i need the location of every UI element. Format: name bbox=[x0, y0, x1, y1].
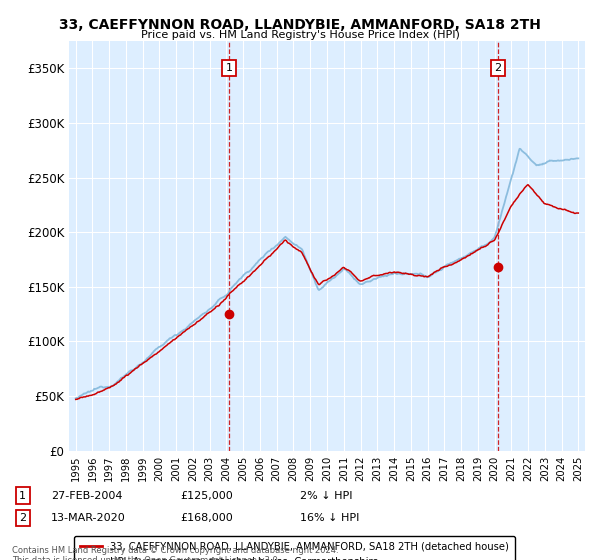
Text: 16% ↓ HPI: 16% ↓ HPI bbox=[300, 513, 359, 523]
Text: 2% ↓ HPI: 2% ↓ HPI bbox=[300, 491, 353, 501]
Text: 27-FEB-2004: 27-FEB-2004 bbox=[51, 491, 122, 501]
Text: 2: 2 bbox=[494, 63, 502, 73]
Text: 2: 2 bbox=[19, 513, 26, 523]
Text: Price paid vs. HM Land Registry's House Price Index (HPI): Price paid vs. HM Land Registry's House … bbox=[140, 30, 460, 40]
Text: 33, CAEFFYNNON ROAD, LLANDYBIE, AMMANFORD, SA18 2TH: 33, CAEFFYNNON ROAD, LLANDYBIE, AMMANFOR… bbox=[59, 18, 541, 32]
Text: 1: 1 bbox=[226, 63, 232, 73]
Text: Contains HM Land Registry data © Crown copyright and database right 2024.
This d: Contains HM Land Registry data © Crown c… bbox=[12, 546, 338, 560]
Text: £168,000: £168,000 bbox=[180, 513, 233, 523]
Legend: 33, CAEFFYNNON ROAD, LLANDYBIE, AMMANFORD, SA18 2TH (detached house), HPI: Avera: 33, CAEFFYNNON ROAD, LLANDYBIE, AMMANFOR… bbox=[74, 536, 515, 560]
Text: 13-MAR-2020: 13-MAR-2020 bbox=[51, 513, 126, 523]
Text: £125,000: £125,000 bbox=[180, 491, 233, 501]
Text: 1: 1 bbox=[19, 491, 26, 501]
